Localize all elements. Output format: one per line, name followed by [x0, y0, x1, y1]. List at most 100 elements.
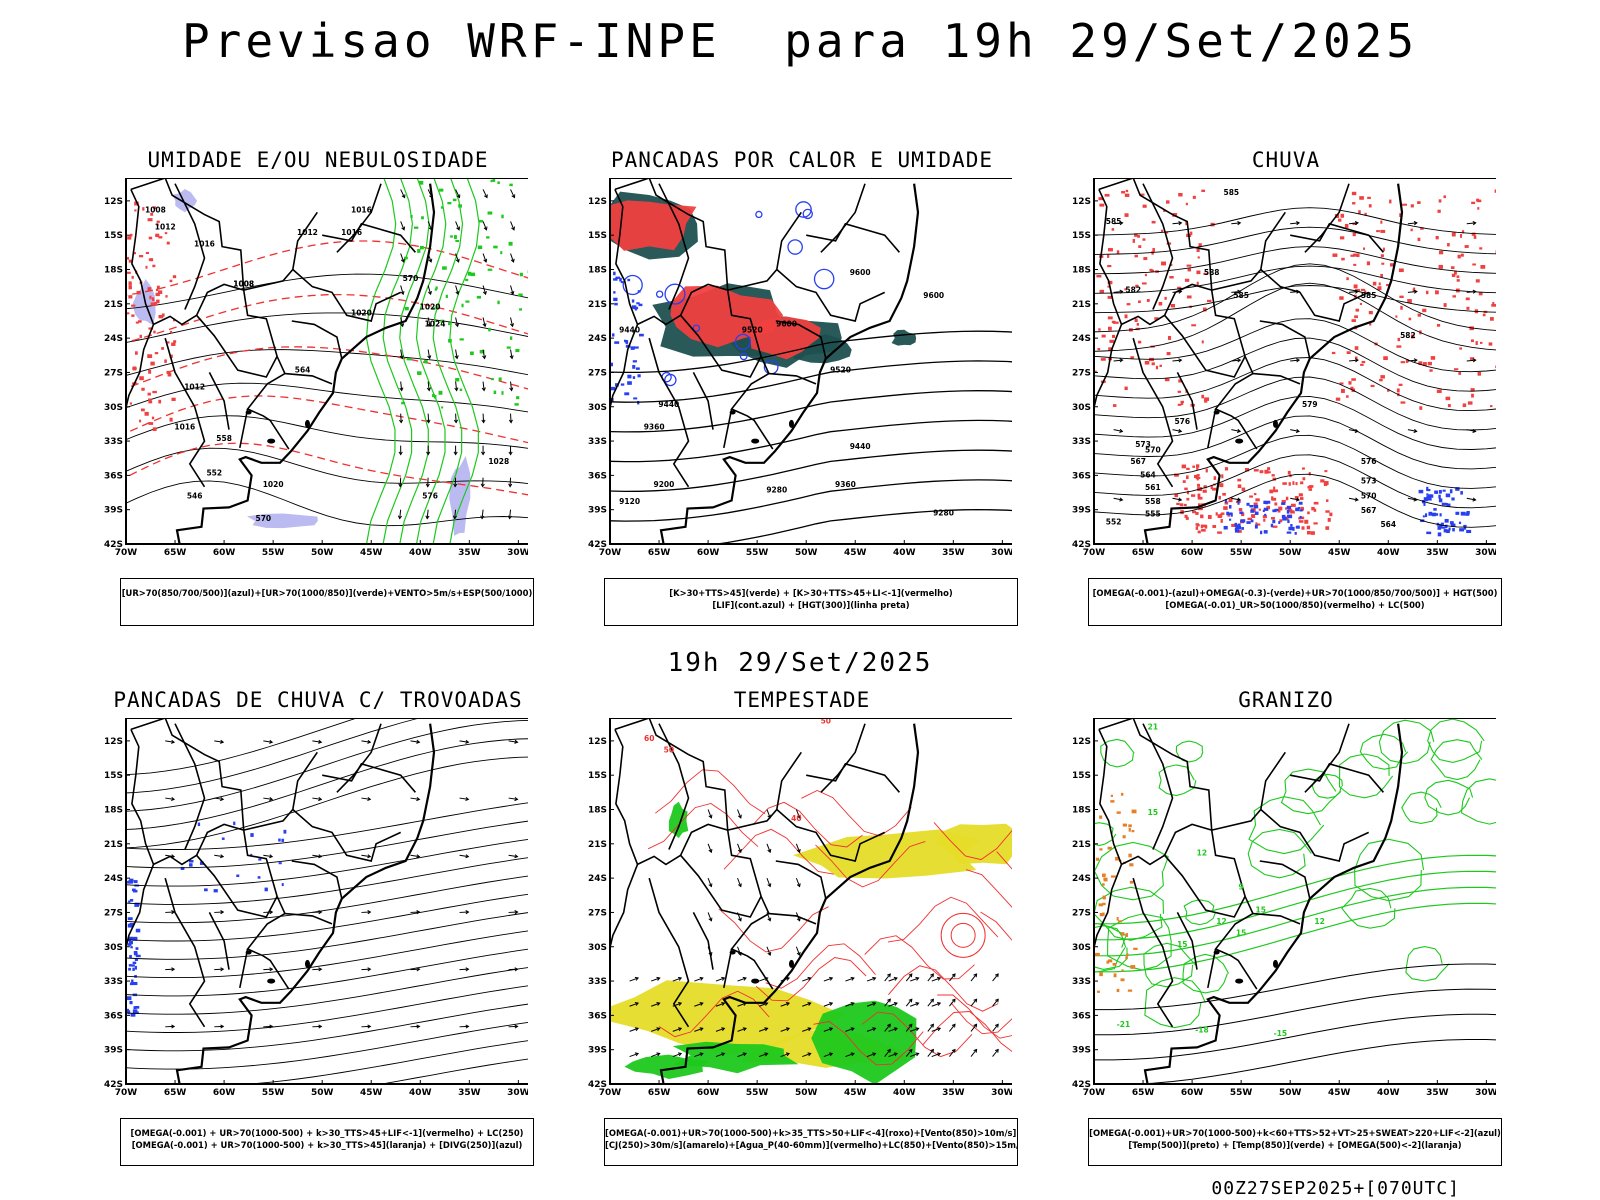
- rain-dot: [1345, 395, 1349, 398]
- lon-label: 65W: [164, 1088, 187, 1098]
- wind-vector: [931, 977, 941, 982]
- rain-dot: [1170, 304, 1176, 308]
- flow-arrow: [465, 1024, 470, 1029]
- flow-arrow: [1348, 429, 1358, 432]
- thickness-contour: [126, 395, 528, 444]
- rain-dot: [1124, 314, 1128, 319]
- lat-label: 24S: [104, 874, 123, 884]
- legend-pancadas-calor: [K>30+TTS>45](verde) + [K>30+TTS>45+LI<-…: [604, 578, 1018, 626]
- omega-dot: [1295, 525, 1300, 529]
- rain-dot: [1223, 506, 1228, 510]
- flow-arrow: [171, 967, 176, 972]
- rain-dot: [1217, 514, 1222, 518]
- flow-arrow: [214, 854, 224, 858]
- moisture-dot: [171, 397, 176, 401]
- moisture-dot: [126, 312, 130, 315]
- rain-dot: [1366, 261, 1371, 266]
- rain-dot: [1107, 285, 1110, 288]
- rain-dot: [1398, 268, 1404, 273]
- lat-label: 39S: [588, 506, 607, 516]
- wind-vector: [678, 1002, 683, 1006]
- rain-dot: [1169, 263, 1173, 267]
- rain-dot: [1298, 520, 1304, 523]
- wind-vector: [866, 1002, 876, 1007]
- moisture-dot: [148, 236, 153, 240]
- rain-dot: [1201, 340, 1204, 344]
- pressure-contour: [126, 480, 528, 527]
- contour-label: 50: [821, 718, 831, 726]
- lat-label: 24S: [1072, 334, 1091, 344]
- flow-arrow: [1231, 222, 1241, 225]
- omega500-dot: [1118, 920, 1122, 923]
- lake: [788, 419, 794, 428]
- lc850-streamline: [980, 911, 1012, 941]
- rain-dot: [1377, 286, 1382, 291]
- rain-dot: [1198, 503, 1201, 507]
- wind-vector: [823, 1027, 833, 1032]
- panel-tempestade: TEMPESTADE 60 50 40 50 12S 15S 18S 21S 24S 27S 30S…: [582, 688, 1042, 1168]
- flow-arrow: [1413, 428, 1418, 433]
- moisture-dot: [165, 295, 168, 298]
- lat-label: 36S: [1072, 1011, 1091, 1021]
- rain-dot: [1200, 524, 1204, 529]
- divergence-dot: [135, 954, 141, 958]
- legend-line: [K>30+TTS>45](verde) + [K>30+TTS>45+LI<-…: [669, 588, 953, 598]
- lat-label: 24S: [588, 874, 607, 884]
- lon-label: 60W: [213, 1088, 236, 1098]
- rain-dot: [1124, 386, 1128, 391]
- lon-label: 35W: [458, 1088, 481, 1098]
- wind-vector: [672, 1027, 682, 1032]
- wind-vector: [510, 253, 514, 263]
- rain-dot: [1354, 346, 1359, 350]
- moisture-dot: [155, 233, 160, 238]
- temp850-contour: [1247, 828, 1312, 879]
- flow-arrow: [416, 910, 421, 915]
- wind-vector: [678, 1027, 683, 1032]
- flow-arrow: [1472, 289, 1477, 294]
- flow-arrow: [1407, 222, 1417, 225]
- wind-vector: [454, 509, 457, 519]
- flow-arrow: [1354, 358, 1359, 363]
- low-humidity-dot: [519, 308, 522, 311]
- flow-arrow: [514, 967, 519, 972]
- wind-vector: [456, 226, 460, 231]
- wind-vector: [672, 977, 682, 982]
- flow-arrow: [1466, 429, 1476, 432]
- rain-dot: [1355, 308, 1360, 312]
- flow-arrow: [312, 740, 322, 743]
- lake: [245, 410, 252, 415]
- border-line: [336, 723, 382, 793]
- omega500-dot: [1106, 960, 1110, 964]
- flow-arrow: [416, 739, 421, 744]
- hgt500-contour: [1094, 246, 1496, 275]
- wind-vector: [737, 1027, 747, 1032]
- streamline: [126, 738, 528, 830]
- lon-label: 30W: [991, 548, 1012, 558]
- hgt500-contour: [1094, 285, 1496, 314]
- moisture-dot: [172, 275, 177, 279]
- wind-vector: [400, 221, 405, 230]
- wind-vector: [483, 258, 488, 263]
- lon-label: 35W: [942, 548, 965, 558]
- flow-arrow: [1236, 497, 1242, 502]
- wind-vector: [629, 977, 639, 982]
- wind-vector: [454, 387, 459, 392]
- wind-vector: [427, 221, 433, 230]
- lc850-streamline: [950, 1002, 1012, 1035]
- rain-dot: [1143, 257, 1148, 261]
- wind-vector: [426, 419, 431, 424]
- lake: [1213, 950, 1220, 955]
- divergence-dot: [127, 943, 132, 946]
- flow-arrow: [465, 967, 470, 972]
- flow-arrow: [361, 740, 371, 743]
- rain-dot: [1160, 229, 1164, 233]
- rain-dot: [1465, 297, 1470, 301]
- flow-arrow: [1290, 359, 1300, 362]
- flow-arrow: [514, 1024, 519, 1029]
- wind-vector: [737, 809, 742, 819]
- moisture-dot: [139, 376, 144, 381]
- rain-dot: [1179, 503, 1184, 507]
- border-line: [126, 324, 155, 455]
- rain-dot: [1456, 279, 1460, 282]
- panel-title: PANCADAS POR CALOR E UMIDADE: [610, 148, 993, 172]
